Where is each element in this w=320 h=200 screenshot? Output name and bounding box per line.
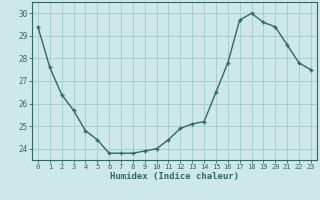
X-axis label: Humidex (Indice chaleur): Humidex (Indice chaleur)	[110, 172, 239, 181]
